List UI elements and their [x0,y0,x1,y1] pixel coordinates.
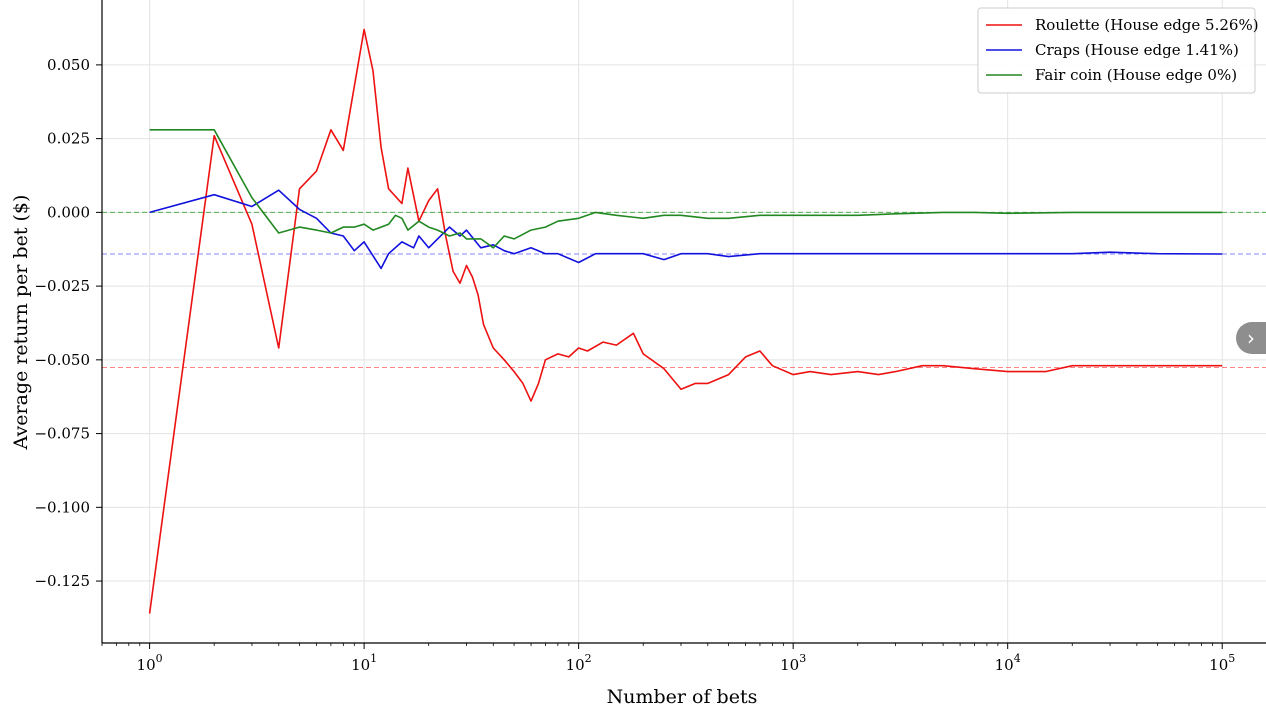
x-tick-label: 104 [995,652,1021,674]
tick-labels: 100 101 102 103 104 105 0.050 0.025 0.000 −0.025 −… [34,56,1235,674]
x-tick-label: 102 [566,652,592,674]
next-arrow-button[interactable]: › [1236,322,1266,354]
x-tick-label: 103 [780,652,806,674]
legend-label: Roulette (House edge 5.26%) [1035,16,1259,34]
y-tick-label: −0.050 [34,351,90,369]
y-tick-label: −0.025 [34,277,90,295]
y-tick-label: −0.075 [34,425,90,443]
x-axis-label: Number of bets [607,686,758,708]
series-lines [148,28,1223,614]
series-line [149,189,1223,270]
series-line [149,129,1223,249]
y-tick-label: 0.000 [47,203,90,221]
grid [102,0,1266,643]
y-tick-label: 0.025 [47,130,90,148]
axes [96,0,1266,649]
chevron-right-icon: › [1247,326,1255,350]
y-axis-label: Average return per bet ($) [10,195,32,451]
legend: Roulette (House edge 5.26%) Craps (House … [977,7,1259,94]
legend-label: Fair coin (House edge 0%) [1035,66,1237,84]
series-line [148,28,1223,614]
y-tick-label: −0.100 [34,498,90,516]
y-tick-label: 0.050 [47,56,90,74]
x-tick-label: 105 [1209,652,1235,674]
legend-box [977,7,1256,94]
x-tick-label: 100 [137,652,163,674]
x-tick-label: 101 [351,652,377,674]
y-tick-label: −0.125 [34,572,90,590]
legend-label: Craps (House edge 1.41%) [1035,41,1239,59]
